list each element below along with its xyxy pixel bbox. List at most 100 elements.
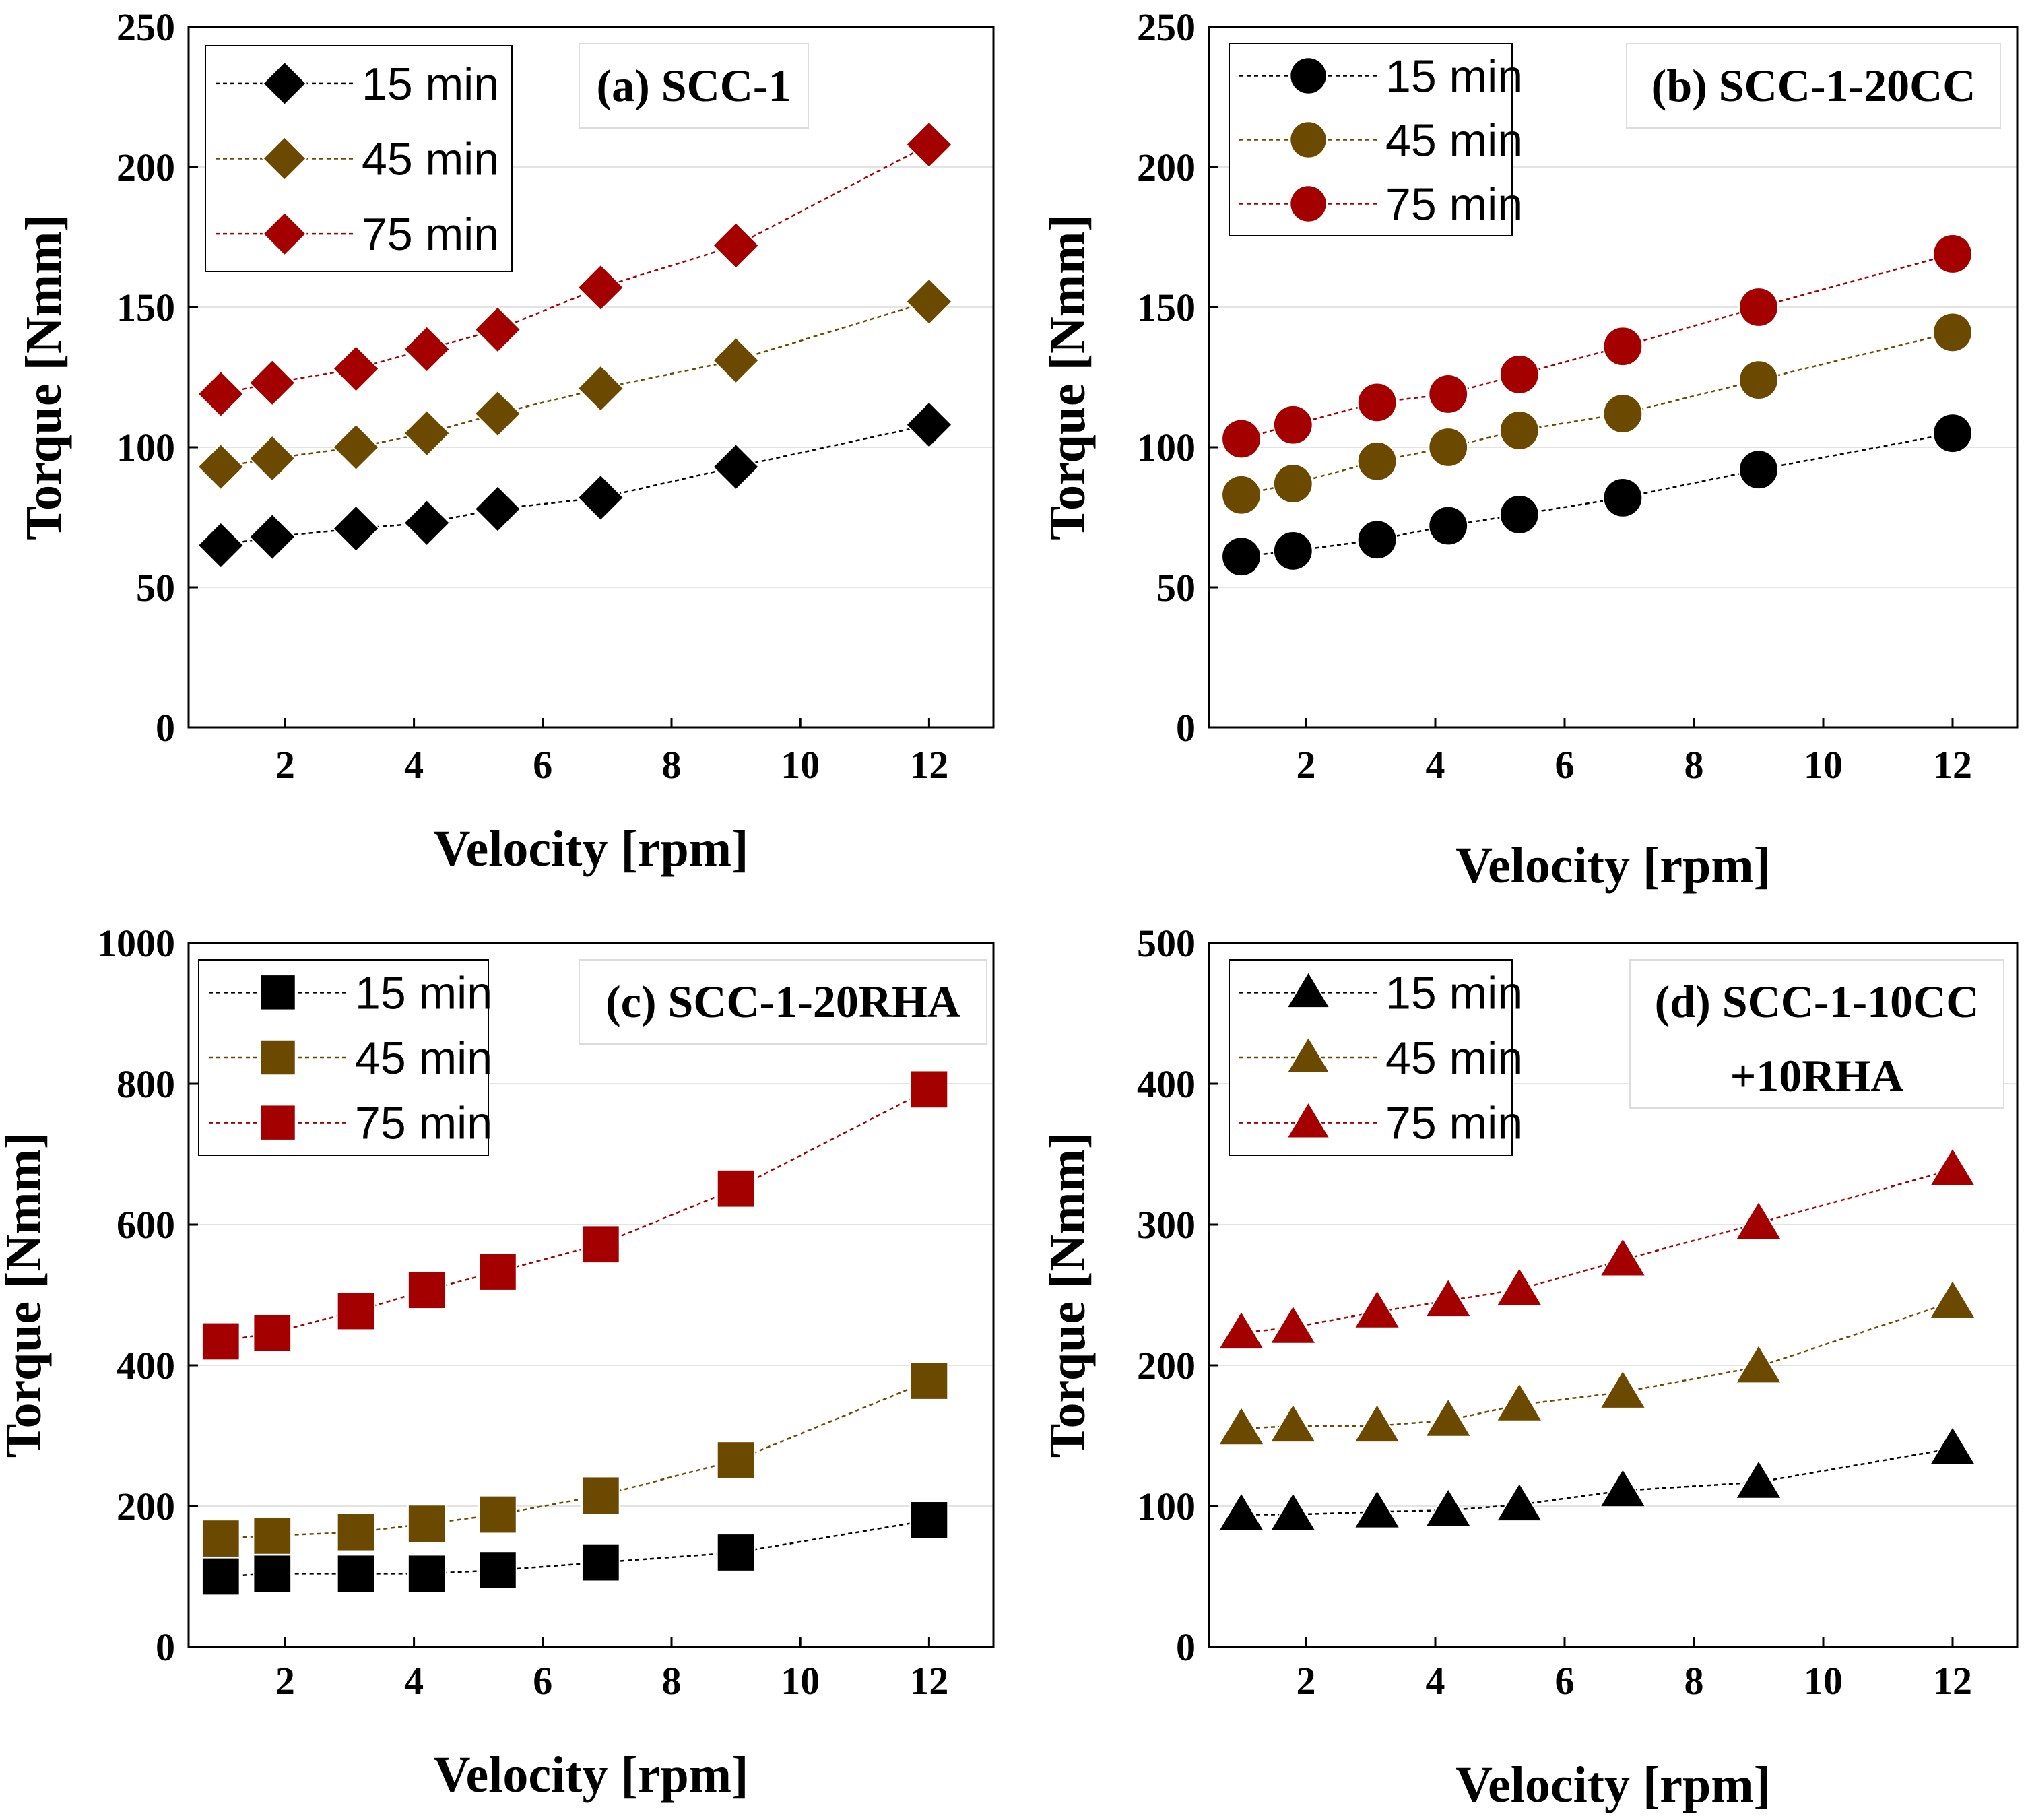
data-point: [1352, 1402, 1402, 1443]
data-point: [1269, 1304, 1317, 1344]
y-tick-label: 250: [1137, 5, 1196, 49]
data-point: [253, 1554, 292, 1594]
data-point: [1424, 1397, 1472, 1437]
series-line-45-min: [1241, 1301, 1953, 1430]
y-tick-label: 400: [1137, 1062, 1196, 1106]
data-point: [253, 1313, 292, 1353]
data-point: [332, 345, 380, 393]
data-point: [1932, 413, 1973, 454]
y-axis-title: Torque [Nmm]: [0, 1132, 52, 1458]
data-point: [1352, 1289, 1402, 1329]
legend-marker: [1285, 1035, 1332, 1074]
y-tick-label: 100: [1137, 426, 1196, 469]
y-tick-label: 50: [136, 566, 175, 610]
data-point: [1356, 519, 1398, 560]
y-tick-label: 200: [117, 1485, 175, 1528]
y-tick-label: 500: [1137, 921, 1196, 965]
y-tick-label: 100: [117, 426, 175, 469]
data-point: [332, 423, 380, 472]
x-tick-label: 10: [781, 743, 820, 787]
data-point: [581, 1476, 620, 1516]
series-line-75-min: [220, 1088, 929, 1342]
data-point: [473, 389, 522, 438]
x-tick-label: 8: [1684, 743, 1704, 787]
data-point: [1602, 477, 1643, 518]
y-tick-label: 50: [1156, 566, 1196, 610]
data-point: [248, 513, 296, 561]
data-point: [403, 409, 451, 457]
y-tick-label: 800: [117, 1062, 175, 1106]
legend-marker: [1289, 121, 1328, 159]
data-point: [1495, 1382, 1544, 1422]
x-tick-label: 2: [275, 743, 295, 787]
x-tick-label: 12: [1933, 743, 1972, 787]
x-axis-title: Velocity [rpm]: [434, 1747, 749, 1803]
panel-title-text: (b) SCC-1-20CC: [1651, 60, 1976, 111]
data-point: [909, 1070, 949, 1109]
plot-frame: [187, 26, 995, 729]
plot-frame: [1208, 942, 2019, 1648]
data-point: [1424, 1277, 1472, 1318]
data-point: [581, 1542, 620, 1582]
y-tick-label: 0: [1176, 706, 1196, 750]
data-point: [1928, 1146, 1977, 1187]
legend-label: 75 min: [355, 1098, 492, 1149]
title-box: [579, 43, 809, 129]
data-point: [336, 1291, 376, 1331]
x-tick-label: 8: [662, 1659, 682, 1703]
data-point: [577, 263, 625, 312]
y-tick-label: 0: [156, 1625, 175, 1669]
panel-title-line: +10RHA: [1730, 1050, 1904, 1101]
data-point: [1272, 463, 1313, 504]
legend-marker: [259, 1039, 296, 1076]
data-point: [1598, 1467, 1647, 1508]
data-point: [905, 401, 953, 449]
data-point: [473, 485, 522, 533]
panel-title: (b) SCC-1-20CC: [1626, 43, 2001, 129]
y-tick-label: 300: [1137, 1203, 1196, 1247]
panel-title: (c) SCC-1-20RHA: [579, 959, 987, 1045]
chart-panel-b: 0 50 100 150 200 250 2 4 6 8 10 12 15 min 45 min 75 mi…: [1039, 5, 2019, 894]
legend-marker: [262, 211, 307, 257]
title-box: [1626, 43, 2001, 129]
data-point: [197, 370, 245, 418]
data-point: [473, 305, 522, 354]
x-tick-label: 8: [662, 743, 682, 787]
data-point: [1272, 404, 1313, 445]
y-tick-label: 100: [1137, 1485, 1196, 1528]
x-tick-label: 6: [533, 743, 552, 787]
x-tick-label: 8: [1684, 1659, 1704, 1703]
data-point: [1269, 1491, 1317, 1532]
legend-label: 75 min: [362, 209, 499, 260]
title-box: [579, 959, 987, 1045]
y-tick-label: 1000: [97, 921, 175, 965]
plot-frame: [1208, 26, 2019, 729]
legend-label: 45 min: [355, 1033, 492, 1084]
data-point: [407, 1270, 447, 1310]
data-point: [1221, 474, 1262, 515]
series-line-45-min: [220, 300, 929, 468]
legend: 15 min 45 min 75 min: [1229, 43, 1523, 236]
x-tick-label: 4: [1426, 1659, 1445, 1703]
data-point: [336, 1554, 376, 1594]
x-axis-title: Velocity [rpm]: [1455, 837, 1771, 894]
chart-panel-c: 0 200 400 600 800 1000 2 4 6 8 10 12 15 min 45 min 75 …: [0, 921, 995, 1803]
legend-label: 75 min: [1385, 179, 1523, 230]
series-line-15-min: [220, 424, 929, 546]
data-point: [1217, 1491, 1266, 1532]
data-point: [1738, 360, 1779, 401]
data-point: [1932, 234, 1973, 274]
data-point: [905, 121, 953, 169]
series-line-75-min: [1241, 1169, 1953, 1334]
legend: 15 min 45 min 75 min: [1229, 959, 1523, 1156]
y-tick-label: 200: [1137, 1344, 1196, 1388]
series-line-15-min: [1241, 432, 1953, 558]
legend-label: 75 min: [1385, 1098, 1523, 1149]
y-tick-label: 400: [117, 1344, 175, 1388]
data-point: [909, 1361, 949, 1400]
x-axis-title: Velocity [rpm]: [434, 820, 749, 877]
data-point: [478, 1495, 517, 1534]
x-tick-label: 2: [275, 1659, 295, 1703]
data-point: [1928, 1425, 1977, 1466]
data-point: [1598, 1237, 1647, 1277]
